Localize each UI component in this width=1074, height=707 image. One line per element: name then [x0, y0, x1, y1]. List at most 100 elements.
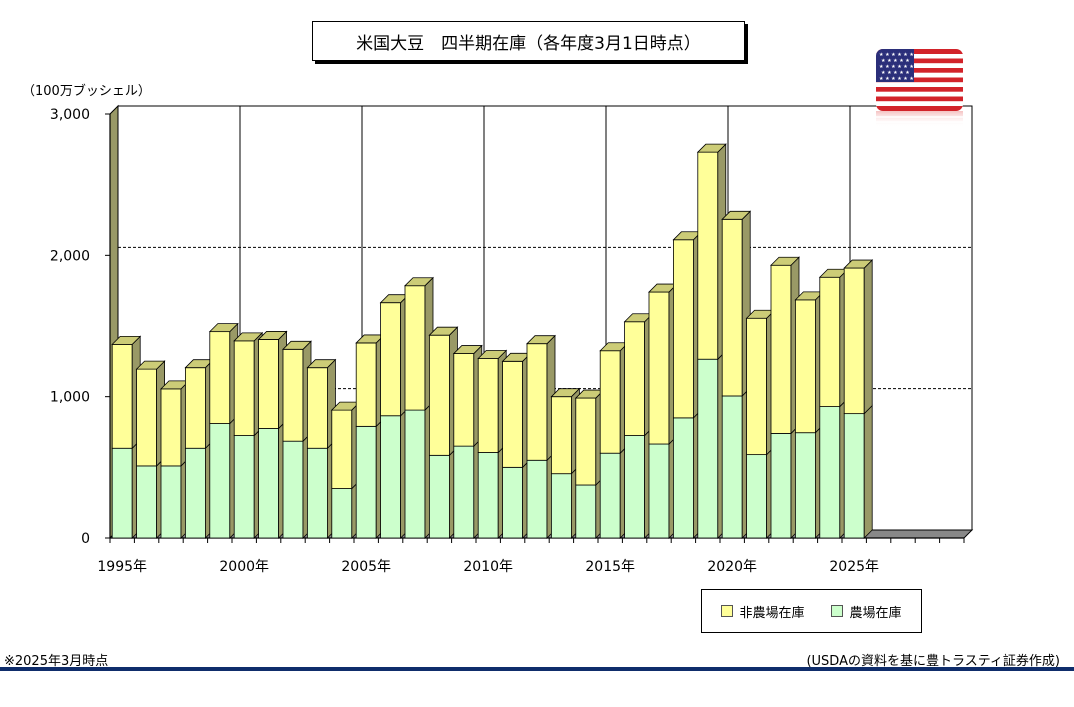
y-tick-label-1: 1,000: [50, 390, 90, 406]
bar-nonfarm-2017-front: [648, 291, 670, 445]
bar-top-2025: [843, 259, 874, 269]
bar-top-2010: [477, 350, 508, 359]
bar-nonfarm-2000-front: [233, 340, 255, 436]
svg-text:★ ★ ★ ★ ★: ★ ★ ★ ★ ★: [881, 70, 910, 76]
bar-farm-2017-front: [648, 443, 670, 539]
bar-farm-2007-front: [404, 409, 426, 539]
bar-farm-2018-front: [673, 417, 694, 539]
bar-nonfarm-2013-front: [551, 396, 572, 475]
legend-item-farm: 農場在庫: [831, 602, 902, 621]
svg-text:★ ★ ★ ★ ★ ★: ★ ★ ★ ★ ★ ★: [879, 52, 914, 58]
x-tick-label-2005: 2005年: [341, 559, 391, 575]
legend-label-farm: 農場在庫: [849, 605, 902, 621]
bar-nonfarm-2006-front: [380, 302, 402, 417]
y-tick-label-3: 3,000: [50, 107, 90, 123]
x-tick-label-2000: 2000年: [219, 559, 269, 575]
bar-nonfarm-2025-side: [863, 259, 873, 415]
bar-farm-1996-front: [136, 465, 158, 539]
bar-farm-2001-front: [258, 428, 280, 539]
bar-nonfarm-2007-front: [404, 285, 426, 411]
bar-nonfarm-1997-front: [160, 388, 182, 467]
bar-nonfarm-2022-front: [770, 264, 792, 434]
bar-farm-2003-front: [306, 447, 328, 539]
bar-top-2013: [550, 388, 581, 398]
bar-nonfarm-1996-front: [136, 368, 158, 467]
y-tick-label-0: 0: [81, 531, 90, 547]
bar-top-2019: [696, 143, 727, 153]
bar-top-2002: [282, 340, 312, 350]
bar-farm-2006-front: [380, 415, 402, 539]
bar-farm-2011-front: [502, 466, 524, 539]
legend: 非農場在庫 農場在庫: [701, 589, 922, 633]
svg-text:★ ★ ★ ★ ★: ★ ★ ★ ★ ★: [881, 58, 910, 64]
us-flag-icon: ★ ★ ★ ★ ★ ★ ★ ★ ★ ★ ★ ★ ★ ★ ★ ★ ★ ★ ★ ★ …: [876, 49, 963, 111]
y-axis-unit-label: （100万ブッシェル）: [22, 84, 151, 99]
bar-farm-2005-front: [355, 425, 377, 539]
bar-farm-2019-front: [697, 358, 719, 539]
bar-nonfarm-2021-front: [746, 317, 767, 456]
svg-text:★ ★ ★ ★ ★ ★: ★ ★ ★ ★ ★ ★: [879, 64, 914, 70]
bar-farm-2020-front: [721, 395, 743, 539]
bar-farm-2025-side: [863, 404, 873, 539]
x-tick-label-1995: 1995年: [97, 559, 147, 575]
bar-farm-2016-front: [624, 435, 645, 539]
bar-farm-2012-front: [526, 459, 548, 539]
bar-nonfarm-2023-front: [795, 299, 816, 434]
bar-nonfarm-2009-front: [453, 353, 475, 447]
x-tick-label-2025: 2025年: [829, 559, 879, 575]
y-tick-label-2: 2,000: [50, 248, 90, 264]
bar-farm-2022-front: [770, 433, 792, 539]
bar-farm-2015-front: [599, 452, 621, 539]
x-tick-label-2020: 2020年: [707, 559, 757, 575]
bar-farm-2000-front: [233, 435, 255, 539]
bar-top-2022: [770, 256, 800, 266]
legend-swatch-farm: [831, 605, 844, 617]
bar-nonfarm-2025-front: [843, 267, 865, 415]
bar-top-1995: [111, 335, 142, 345]
legend-swatch-nonfarm: [721, 605, 734, 617]
bar-nonfarm-2018-front: [673, 239, 694, 419]
bottom-rule: [0, 667, 1074, 671]
bar-farm-2014-front: [575, 484, 597, 539]
bar-top-2000: [233, 332, 264, 342]
bar-farm-2008-front: [428, 454, 450, 539]
bar-farm-1999-front: [209, 423, 231, 539]
bar-nonfarm-1995-front: [111, 343, 133, 449]
bar-nonfarm-2002-front: [282, 348, 304, 442]
bar-farm-2013-front: [551, 473, 572, 539]
bar-top-2003: [306, 359, 337, 369]
bar-nonfarm-1998-front: [184, 367, 206, 449]
bar-farm-1995-front: [111, 447, 133, 539]
svg-text:★ ★ ★ ★ ★ ★: ★ ★ ★ ★ ★ ★: [879, 76, 914, 82]
bar-farm-2002-front: [282, 440, 304, 539]
x-tick-label-2015: 2015年: [585, 559, 635, 575]
legend-label-nonfarm: 非農場在庫: [739, 605, 805, 621]
bar-nonfarm-2024-front: [819, 276, 841, 407]
bar-farm-1998-front: [184, 447, 206, 539]
x-tick-label-2010: 2010年: [463, 559, 513, 575]
bar-farm-2009-front: [453, 445, 475, 539]
bar-nonfarm-2008-front: [428, 334, 450, 456]
bar-farm-2025-front: [843, 413, 865, 539]
chart-title: 米国大豆 四半期在庫（各年度3月1日時点）: [312, 21, 745, 61]
bar-nonfarm-1999-front: [209, 331, 231, 424]
footnote: ※2025年3月時点: [4, 654, 109, 669]
bar-top-2001: [257, 331, 288, 340]
bar-farm-1997-front: [160, 465, 182, 539]
bar-top-2008: [428, 326, 459, 336]
bar-nonfarm-2001-front: [258, 339, 280, 429]
bar-nonfarm-2005-front: [355, 342, 377, 427]
bar-nonfarm-2012-front: [526, 343, 548, 461]
bar-nonfarm-2004-front: [331, 409, 353, 489]
bar-nonfarm-2016-front: [624, 321, 645, 436]
bar-top-2020: [721, 210, 752, 220]
bar-farm-2004-front: [331, 488, 353, 539]
bar-nonfarm-2014-front: [575, 397, 597, 486]
bar-nonfarm-2020-front: [721, 218, 743, 397]
bar-top-1996: [135, 360, 166, 370]
bar-farm-2021-front: [746, 454, 767, 539]
bar-farm-2024-front: [819, 406, 841, 539]
source-note: (USDAの資料を基に豊トラスティ証券作成): [806, 654, 1060, 669]
flag-reflection: [876, 111, 963, 127]
